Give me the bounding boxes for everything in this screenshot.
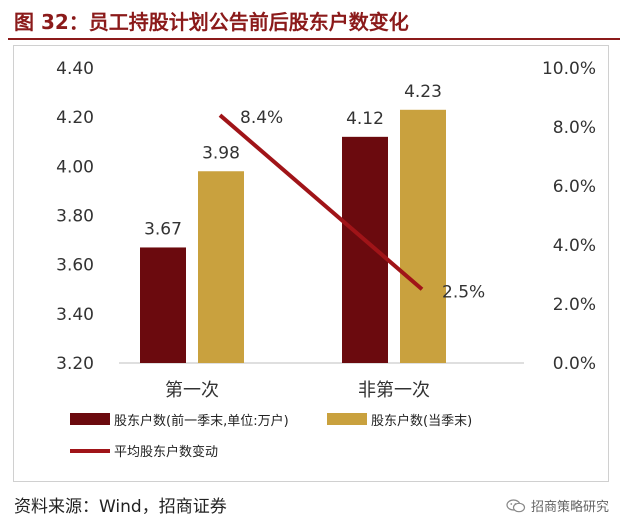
bar-data-label: 4.12 — [346, 109, 384, 129]
bar-data-label: 4.23 — [404, 82, 442, 102]
chart-frame: 3.20 3.40 3.60 3.80 4.00 4.20 4.40 0.0% 2.0% 4.0%… — [13, 45, 609, 482]
watermark: 招商策略研究 — [506, 496, 609, 515]
y-right-tick-label: 8.0% — [553, 118, 596, 138]
bar-1-1 — [140, 247, 186, 363]
watermark-text: 招商策略研究 — [530, 500, 609, 515]
y-left-tick-label: 4.20 — [56, 108, 94, 128]
source-note: 资料来源：Wind，招商证券 — [14, 497, 227, 517]
x-category-label: 第一次 — [165, 380, 219, 401]
figure-title: 图 32：员工持股计划公告前后股东户数变化 — [14, 10, 409, 34]
bar-2-2 — [400, 109, 446, 363]
y-right-tick-label: 4.0% — [553, 236, 596, 256]
bar-data-label: 3.67 — [144, 219, 182, 239]
y-left-tick-label: 4.00 — [56, 157, 94, 177]
legend-label-series-2: 股东户数(当季末) — [371, 413, 472, 429]
legend-label-line: 平均股东户数变动 — [114, 444, 218, 460]
bar-data-label: 3.98 — [202, 143, 240, 163]
legend-swatch-series-2 — [327, 413, 367, 425]
chart: 3.20 3.40 3.60 3.80 4.00 4.20 4.40 0.0% 2.0% 4.0%… — [56, 59, 596, 460]
y-left-tick-label: 3.60 — [56, 256, 94, 276]
y-left-tick-label: 3.40 — [56, 305, 94, 325]
title-divider — [8, 38, 620, 40]
y-right-tick-label: 2.0% — [553, 295, 596, 315]
line-data-label: 2.5% — [442, 282, 485, 302]
y-left-tick-label: 4.40 — [56, 59, 94, 79]
y-right-tick-label: 0.0% — [553, 354, 596, 374]
legend-swatch-series-1 — [70, 413, 110, 425]
y-left-tick-label: 3.20 — [56, 354, 94, 374]
line-series-change — [218, 113, 424, 291]
y-right-tick-label: 10.0% — [542, 59, 596, 79]
bar-1-2 — [342, 136, 388, 363]
y-left-tick-label: 3.80 — [56, 207, 94, 227]
wechat-icon — [506, 498, 526, 512]
legend-label-series-1: 股东户数(前一季末,单位:万户) — [114, 413, 289, 429]
line-data-label: 8.4% — [240, 108, 283, 128]
bar-2-1 — [198, 171, 244, 363]
x-category-label: 非第一次 — [358, 380, 430, 401]
y-right-tick-label: 6.0% — [553, 177, 596, 197]
